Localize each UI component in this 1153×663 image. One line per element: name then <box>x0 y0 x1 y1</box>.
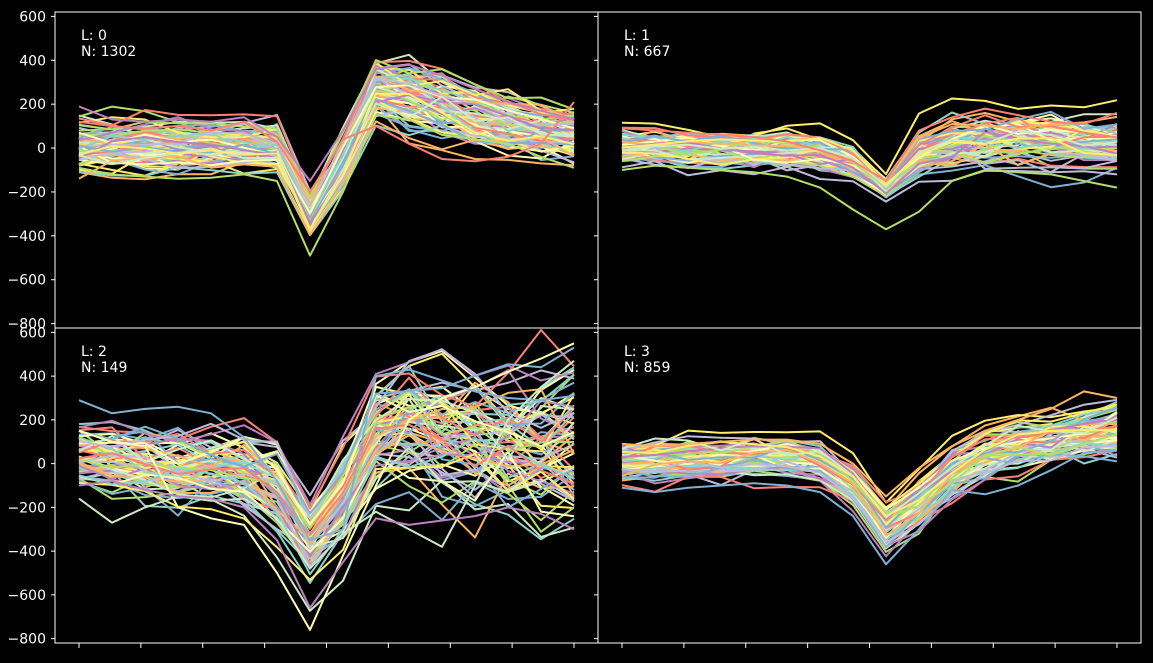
panel-label: L: 3 <box>624 344 650 360</box>
trace-line <box>78 346 575 515</box>
outlier-trace-line <box>78 480 575 609</box>
outlier-trace-line <box>78 101 575 193</box>
panel-1-traces <box>621 97 1118 231</box>
trace-line <box>78 84 575 215</box>
y-tick-label: 400 <box>19 369 46 385</box>
trace-line <box>78 59 575 198</box>
trace-line <box>78 453 575 581</box>
panel-count: N: 1302 <box>81 44 136 60</box>
panel-0-traces <box>78 53 575 257</box>
trace-line <box>621 447 1118 553</box>
y-tick-label: 0 <box>37 457 46 473</box>
panel-label: L: 2 <box>81 344 107 360</box>
outlier-trace-line <box>78 360 575 570</box>
trace-line <box>78 388 575 545</box>
y-tick-label: 600 <box>19 325 46 341</box>
y-tick-label: 0 <box>37 141 46 157</box>
y-tick-label: 200 <box>19 97 46 113</box>
trace-line <box>78 473 575 556</box>
y-tick-label: −400 <box>8 544 46 560</box>
y-tick-label: −800 <box>8 317 46 333</box>
panel-annotations: L: 0N: 1302 L: 1N: 667 L: 2N: 149 L: 3N: 85… <box>81 28 670 376</box>
trace-line <box>621 137 1118 186</box>
trace-line <box>621 433 1118 519</box>
trace-line <box>621 127 1118 181</box>
trace-line <box>78 97 575 226</box>
panel-3-traces <box>621 390 1118 566</box>
outlier-trace-line <box>78 368 575 542</box>
trace-line <box>78 95 575 231</box>
trace-line <box>78 447 575 549</box>
y-tick-label: −200 <box>8 500 46 516</box>
y-tick-label: −600 <box>8 588 46 604</box>
y-tick-label: −800 <box>8 632 46 648</box>
trace-line <box>621 153 1118 203</box>
y-tick-label: 600 <box>19 9 46 25</box>
trace-line <box>78 394 575 526</box>
trace-line <box>621 406 1118 529</box>
y-tick-label: 200 <box>19 413 46 429</box>
outlier-trace-line <box>78 63 575 182</box>
panel-count: N: 667 <box>624 44 670 60</box>
y-tick-label: −600 <box>8 273 46 289</box>
trace-line <box>621 422 1118 537</box>
trace-line <box>78 423 575 536</box>
panel-2-traces <box>78 329 575 631</box>
y-tick-label: 400 <box>19 53 46 69</box>
outlier-trace-line <box>621 390 1118 498</box>
trace-line <box>621 429 1118 518</box>
y-tick-label: −200 <box>8 185 46 201</box>
outlier-trace-line <box>621 107 1118 182</box>
trace-line <box>621 406 1118 504</box>
traces-layer <box>78 53 1118 631</box>
panel-count: N: 859 <box>624 360 670 376</box>
outlier-trace-line <box>78 114 575 257</box>
outlier-trace-line <box>621 164 1118 231</box>
panel-frames <box>54 11 1142 644</box>
trace-line <box>78 398 575 520</box>
trace-line <box>621 131 1118 195</box>
y-tick-label: −400 <box>8 229 46 245</box>
trace-line <box>78 434 575 541</box>
trace-line <box>78 92 575 230</box>
panel-label: L: 0 <box>81 28 107 44</box>
trace-line <box>621 445 1118 544</box>
panel-label: L: 1 <box>624 28 650 44</box>
trace-line <box>78 393 575 527</box>
axis-ticks: 6004002000−200−400−600−8006004002000−200… <box>8 9 1118 648</box>
trace-line <box>78 405 575 529</box>
trace-line <box>78 76 575 207</box>
trace-line <box>621 130 1118 188</box>
panel-count: N: 149 <box>81 360 127 376</box>
outlier-trace-line <box>78 342 575 631</box>
outlier-trace-line <box>621 449 1118 566</box>
